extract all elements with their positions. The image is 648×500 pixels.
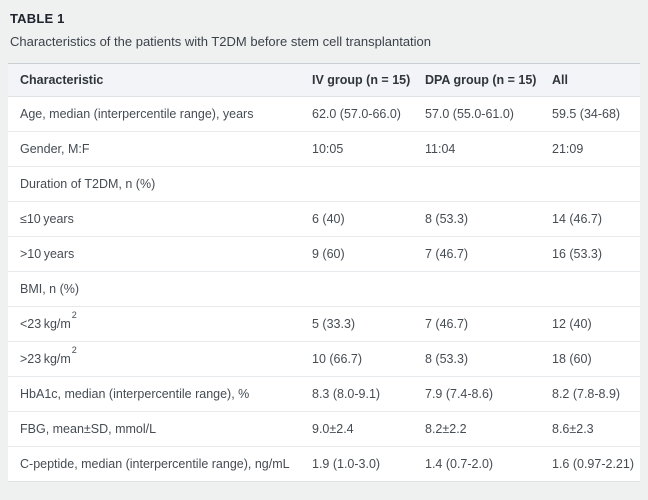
table-row: ≤10 years 6 (40) 8 (53.3) 14 (46.7) — [8, 201, 640, 237]
iv-value-cell — [300, 166, 413, 202]
table-number-heading: TABLE 1 — [10, 11, 65, 26]
table-row: >23 kg/m2 10 (66.7) 8 (53.3) 18 (60) — [8, 341, 640, 377]
table-body: Age, median (interpercentile range), yea… — [8, 96, 640, 482]
dpa-value-cell: 7 (46.7) — [413, 306, 540, 342]
column-header-dpa-group: DPA group (n = 15) — [413, 63, 540, 97]
row-label-cell: Gender, M:F — [8, 131, 300, 167]
row-label-cell: Duration of T2DM, n (%) — [8, 166, 300, 202]
row-label-cell: HbA1c, median (interpercentile range), % — [8, 376, 300, 412]
iv-value-cell: 10 (66.7) — [300, 341, 413, 377]
characteristics-table: Characteristic IV group (n = 15) DPA gro… — [8, 63, 640, 482]
dpa-value-cell: 11:04 — [413, 131, 540, 167]
row-label-cell: FBG, mean±SD, mmol/L — [8, 411, 300, 447]
iv-value-cell: 6 (40) — [300, 201, 413, 237]
table-row: >10 years 9 (60) 7 (46.7) 16 (53.3) — [8, 236, 640, 272]
all-value-cell — [540, 271, 640, 307]
column-header-characteristic: Characteristic — [8, 63, 300, 97]
table-row: C-peptide, median (interpercentile range… — [8, 447, 640, 482]
column-header-all: All — [540, 63, 640, 97]
table-row: <23 kg/m2 5 (33.3) 7 (46.7) 12 (40) — [8, 306, 640, 342]
dpa-value-cell: 8 (53.3) — [413, 201, 540, 237]
column-header-iv-group: IV group (n = 15) — [300, 63, 413, 97]
all-value-cell: 16 (53.3) — [540, 236, 640, 272]
all-value-cell: 59.5 (34-68) — [540, 96, 640, 132]
all-value-cell: 1.6 (0.97-2.21) — [552, 457, 634, 471]
iv-value-cell: 1.9 (1.0-3.0) — [312, 457, 381, 471]
dpa-value-cell: 8 (53.3) — [413, 341, 540, 377]
table-row: BMI, n (%) — [8, 271, 640, 307]
all-value-cell: 8.2 (7.8-8.9) — [540, 376, 640, 412]
paper-table-section: TABLE 1 Characteristics of the patients … — [8, 11, 640, 482]
iv-value-cell: 8.3 (8.0-9.1) — [300, 376, 413, 412]
row-label-cell: <23 kg/m2 — [8, 306, 300, 342]
row-label-cell: BMI, n (%) — [8, 271, 300, 307]
table-row: Duration of T2DM, n (%) — [8, 166, 640, 202]
iv-value-cell: 9.0±2.4 — [300, 411, 413, 447]
table-row: Age, median (interpercentile range), yea… — [8, 96, 640, 132]
dpa-value-cell — [413, 271, 540, 307]
iv-value-cell: 62.0 (57.0-66.0) — [300, 96, 413, 132]
dpa-value-cell: 1.4 (0.7-2.0) — [425, 457, 494, 471]
table-row: FBG, mean±SD, mmol/L 9.0±2.4 8.2±2.2 8.6… — [8, 411, 640, 447]
row-label-cell: C-peptide, median (interpercentile range… — [20, 457, 290, 471]
table-header: Characteristic IV group (n = 15) DPA gro… — [8, 63, 640, 97]
iv-value-cell — [300, 271, 413, 307]
iv-value-cell: 10:05 — [300, 131, 413, 167]
dpa-value-cell — [413, 166, 540, 202]
table-row: HbA1c, median (interpercentile range), %… — [8, 376, 640, 412]
header-row: Characteristic IV group (n = 15) DPA gro… — [8, 63, 640, 97]
iv-value-cell: 9 (60) — [300, 236, 413, 272]
all-value-cell: 8.6±2.3 — [540, 411, 640, 447]
all-value-cell — [540, 166, 640, 202]
row-label-cell: >23 kg/m2 — [8, 341, 300, 377]
row-label-cell: Age, median (interpercentile range), yea… — [8, 96, 300, 132]
dpa-value-cell: 8.2±2.2 — [413, 411, 540, 447]
all-value-cell: 14 (46.7) — [540, 201, 640, 237]
table-row: Gender, M:F 10:05 11:04 21:09 — [8, 131, 640, 167]
row-label-cell: ≤10 years — [8, 201, 300, 237]
dpa-value-cell: 7.9 (7.4-8.6) — [413, 376, 540, 412]
dpa-value-cell: 57.0 (55.0-61.0) — [413, 96, 540, 132]
row-label-cell: >10 years — [8, 236, 300, 272]
all-value-cell: 21:09 — [540, 131, 640, 167]
all-value-cell: 18 (60) — [540, 341, 640, 377]
table-caption: Characteristics of the patients with T2D… — [10, 34, 432, 49]
iv-value-cell: 5 (33.3) — [300, 306, 413, 342]
all-value-cell: 12 (40) — [540, 306, 640, 342]
dpa-value-cell: 7 (46.7) — [413, 236, 540, 272]
